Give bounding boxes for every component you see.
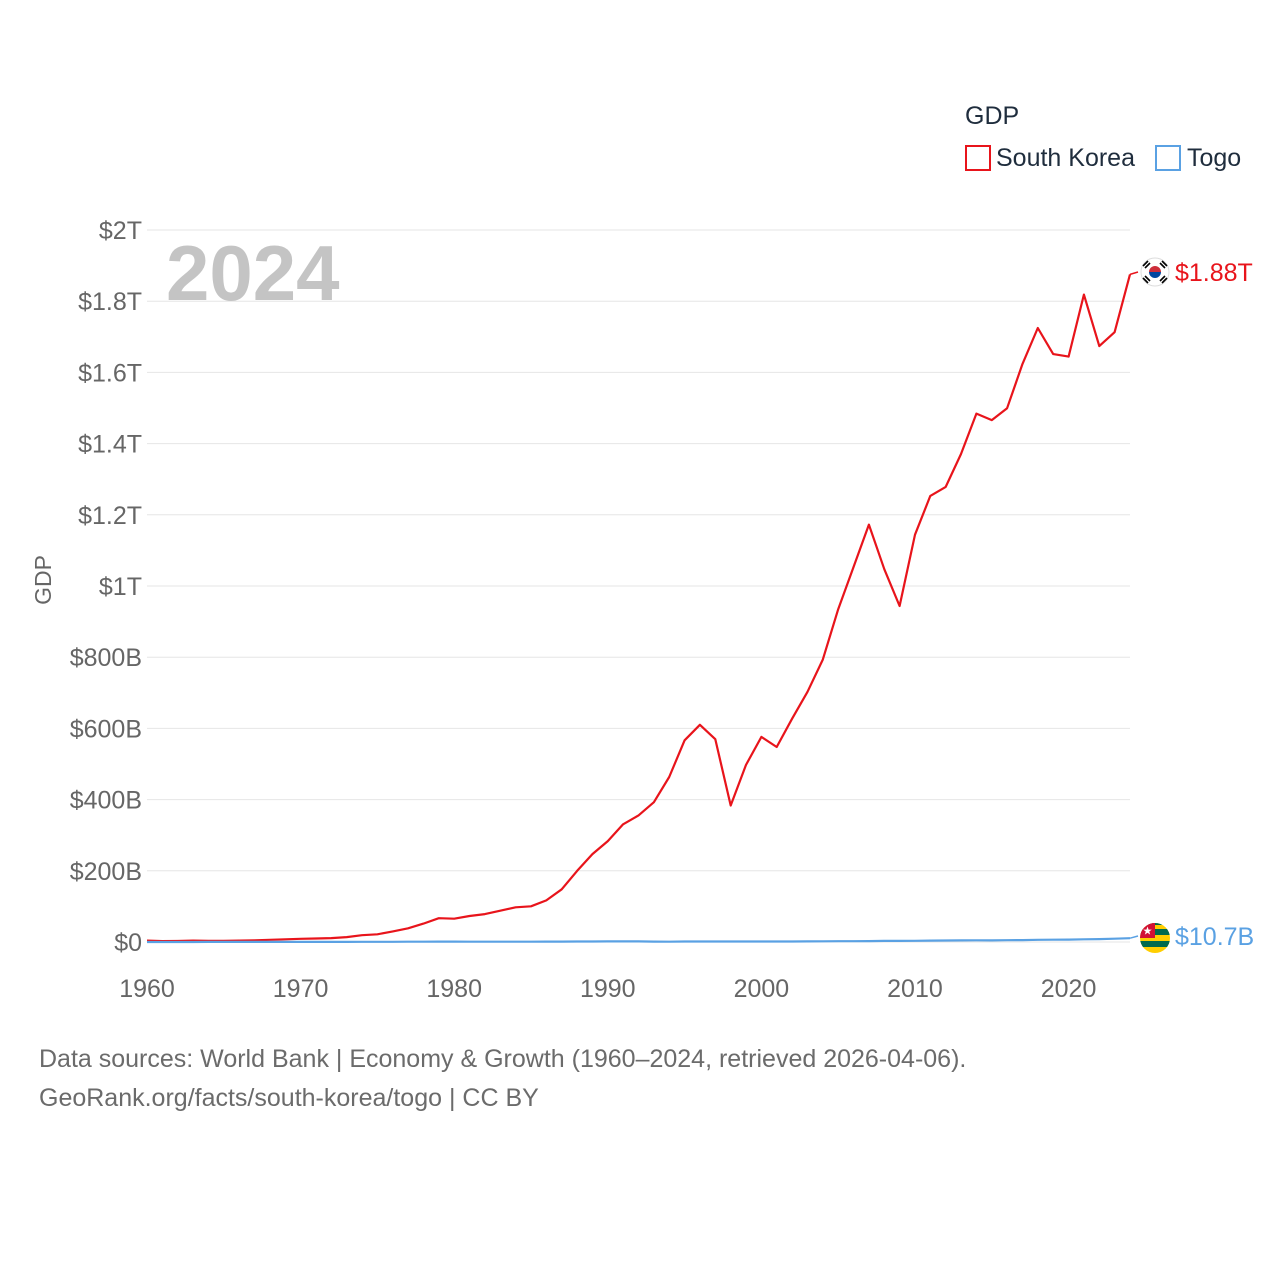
y-tick-label: $1T <box>99 573 142 601</box>
y-axis-label: GDP <box>30 555 56 605</box>
end-label-south-korea: $1.88T <box>1175 259 1253 287</box>
x-tick-label: 2010 <box>887 975 943 1003</box>
x-tick-label: 1980 <box>426 975 482 1003</box>
x-tick-label: 2000 <box>734 975 790 1003</box>
legend-title: GDP <box>965 102 1019 130</box>
y-tick-label: $1.2T <box>78 502 142 530</box>
x-tick-label: 2020 <box>1041 975 1097 1003</box>
legend-item-south-korea[interactable]: South Korea <box>965 144 1135 172</box>
south-korea-flag-icon <box>1140 257 1170 287</box>
x-tick-label: 1990 <box>580 975 636 1003</box>
y-tick-label: $200B <box>70 858 142 886</box>
y-tick-label: $1.4T <box>78 431 142 459</box>
legend-label-south-korea: South Korea <box>996 144 1135 172</box>
y-tick-label: $0 <box>114 929 142 957</box>
y-tick-label: $400B <box>70 787 142 815</box>
x-tick-label: 1960 <box>119 975 175 1003</box>
legend-label-togo: Togo <box>1187 144 1241 172</box>
end-label-leader-togo <box>1129 935 1139 939</box>
x-tick-label: 1970 <box>273 975 329 1003</box>
y-tick-label: $1.6T <box>78 359 142 387</box>
togo-flag-icon <box>1140 923 1170 953</box>
y-tick-label: $600B <box>70 715 142 743</box>
legend-item-togo[interactable]: Togo <box>1155 144 1241 172</box>
y-tick-label: $2T <box>99 217 142 245</box>
y-tick-label: $800B <box>70 644 142 672</box>
legend-swatch-south-korea <box>965 145 991 171</box>
attribution-link[interactable]: GeoRank.org/facts/south-korea/togo | CC … <box>39 1084 539 1112</box>
chart-footer: Data sources: World Bank | Economy & Gro… <box>39 1040 966 1118</box>
y-axis-ticks: $0 $200B $400B $600B $800B $1T $1.2T $1.4T $1.6T… <box>70 217 142 957</box>
series-line-togo[interactable] <box>147 937 1131 944</box>
x-axis-ticks: 1960 1970 1980 1990 2000 2010 2020 <box>119 975 1096 1003</box>
gridlines <box>147 229 1130 943</box>
data-sources-text: Data sources: World Bank | Economy & Gro… <box>39 1045 967 1073</box>
end-label-togo: $10.7B <box>1175 923 1254 951</box>
series-line-south-korea[interactable] <box>146 274 1132 943</box>
end-labels: $1.88T $10.7B <box>1129 259 1254 951</box>
series-lines <box>146 274 1132 944</box>
y-tick-label: $1.8T <box>78 288 142 316</box>
end-label-leader-south-korea <box>1129 271 1139 276</box>
year-watermark: 2024 <box>166 229 340 317</box>
legend-swatch-togo <box>1155 145 1181 171</box>
